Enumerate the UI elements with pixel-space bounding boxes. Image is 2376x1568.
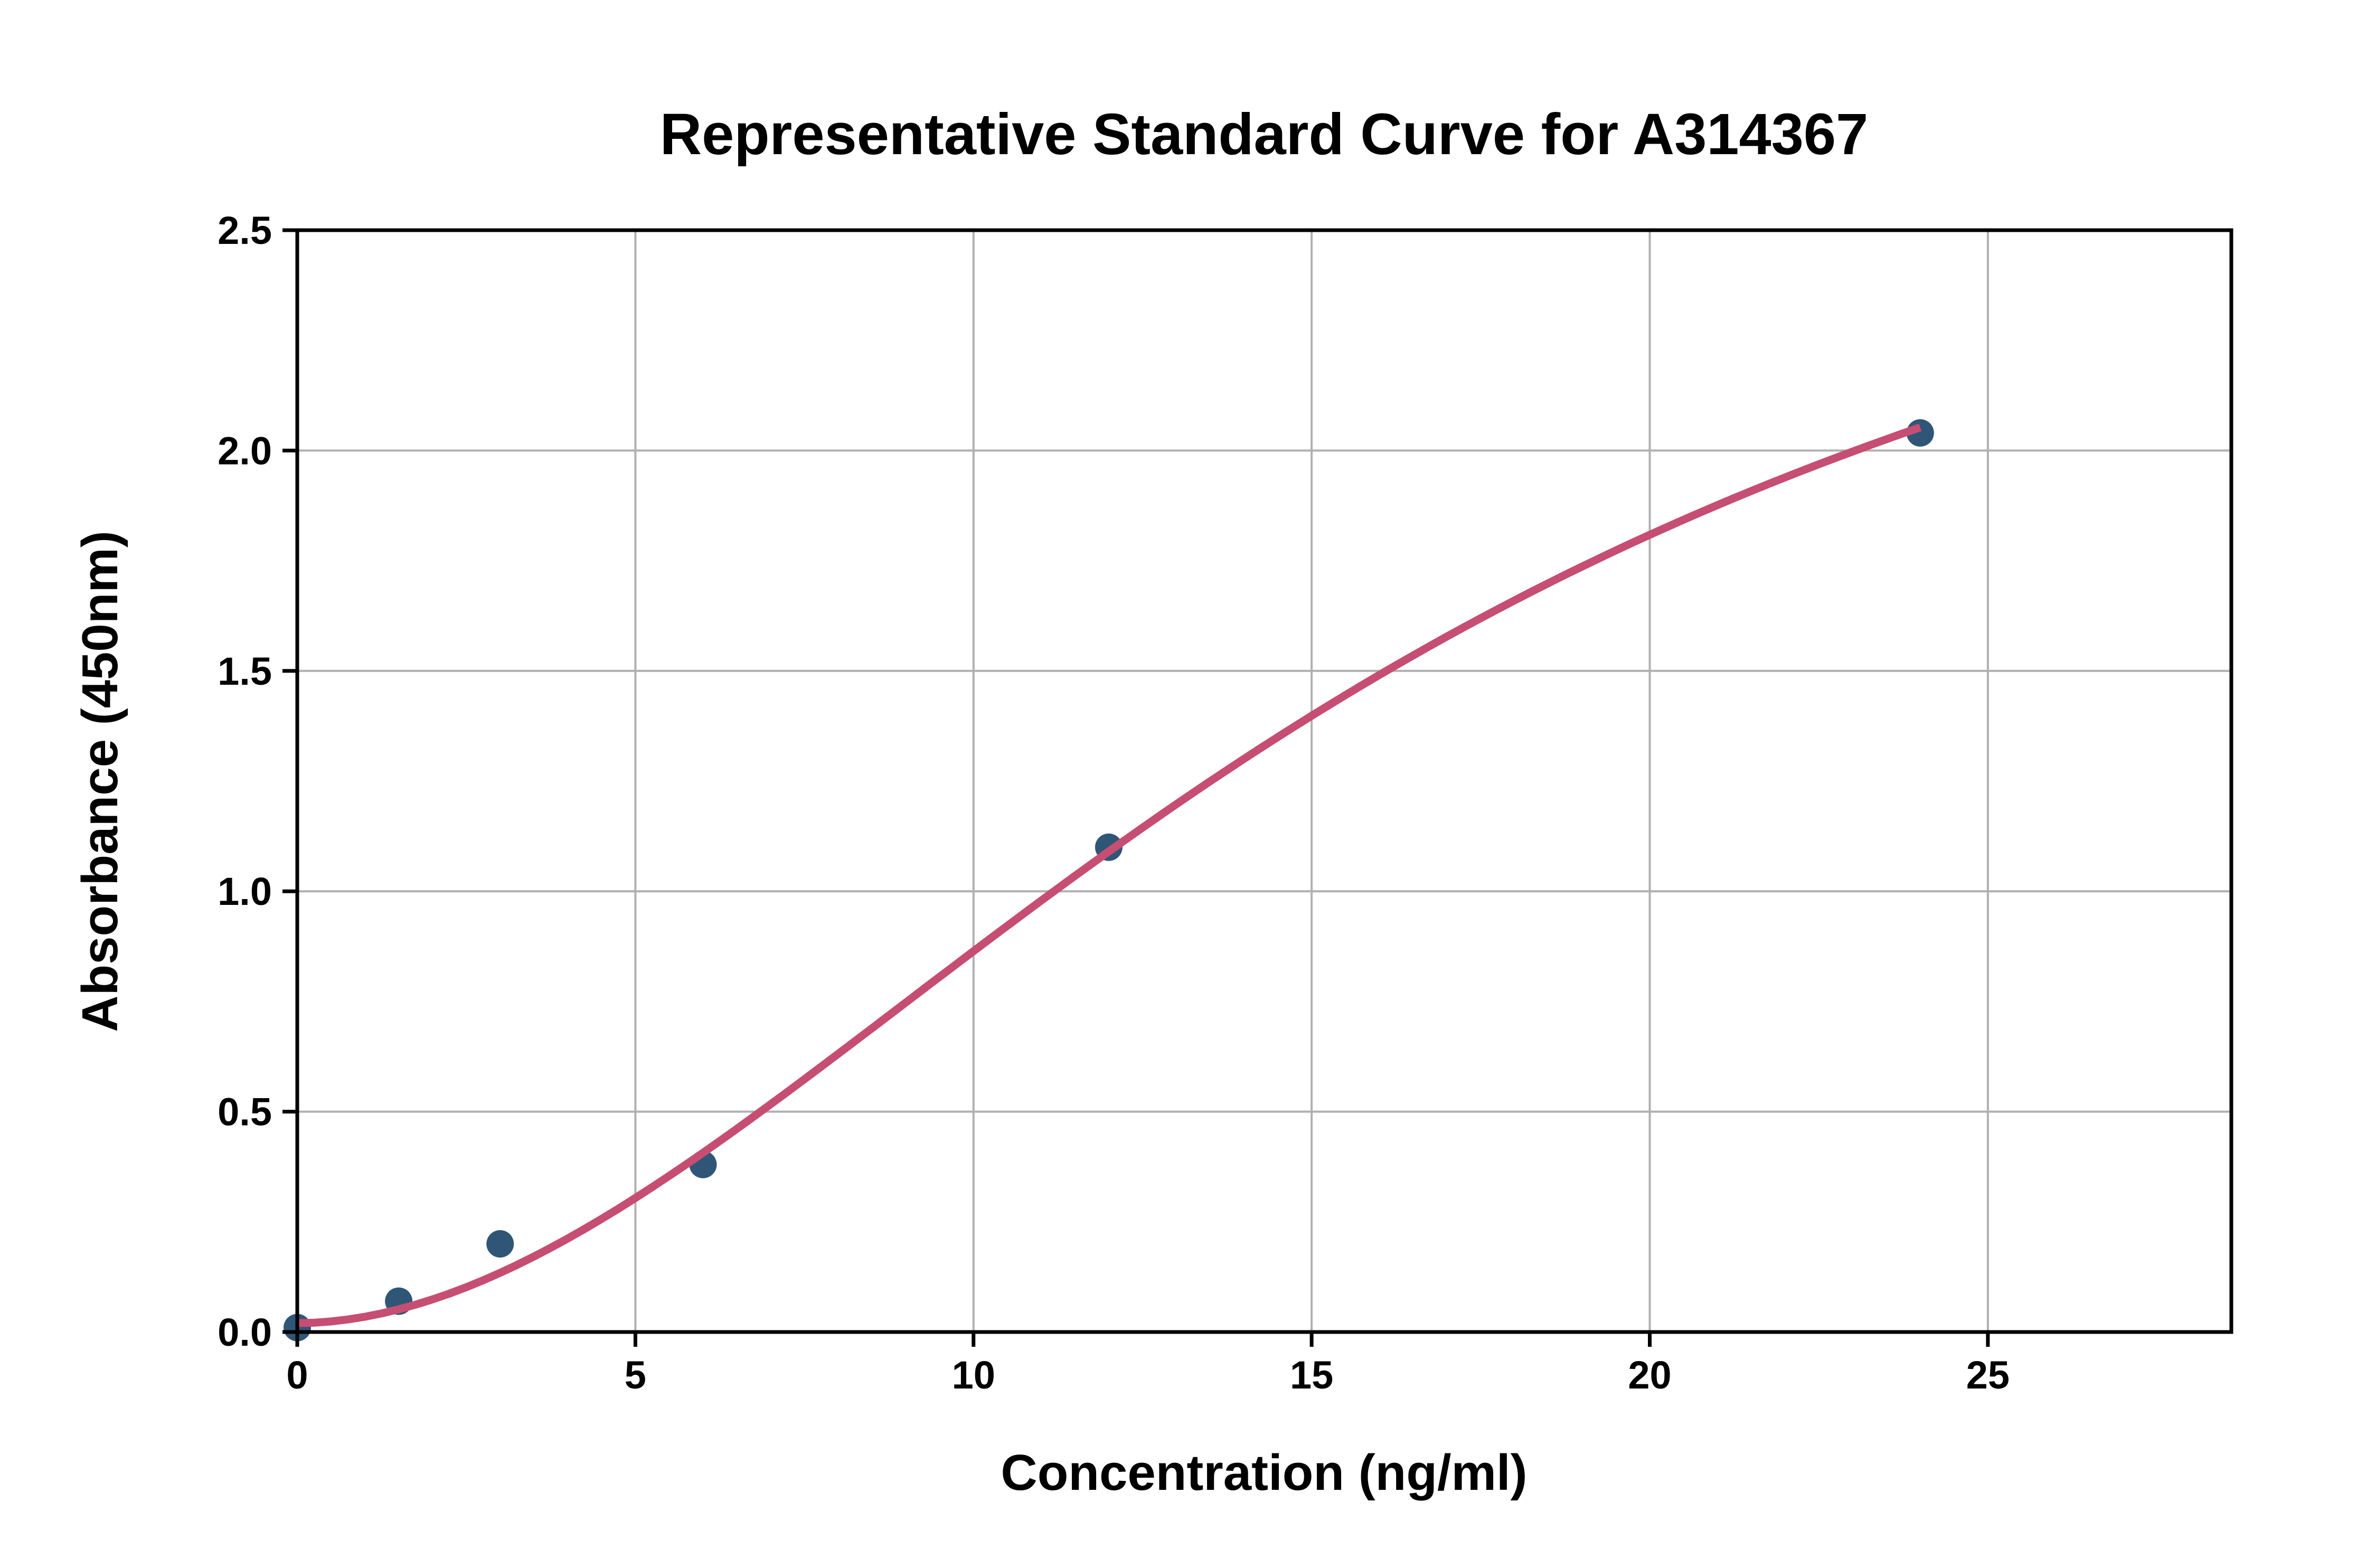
- y-tick-label-2.5: 2.5: [218, 209, 272, 252]
- fit-curve: [297, 423, 1922, 1327]
- y-tick-label-2: 2.0: [218, 429, 272, 473]
- x-tick-label-15: 15: [1290, 1353, 1333, 1397]
- data-point-3: [486, 1230, 514, 1258]
- axis-ticks: [282, 228, 1990, 1347]
- y-tick-label-0.5: 0.5: [218, 1090, 272, 1134]
- x-tick-label-20: 20: [1628, 1353, 1671, 1397]
- x-tick-label-5: 5: [625, 1353, 646, 1397]
- plot-frame: [295, 228, 2233, 1334]
- y-tick-labels: 0.0 0.5 1.0 1.5 2.0 2.5: [218, 209, 272, 1354]
- x-axis-label: Concentration (ng/ml): [1001, 1444, 1527, 1501]
- y-axis-label: Absorbance (450nm): [72, 531, 128, 1032]
- x-tick-label-0: 0: [286, 1353, 308, 1397]
- x-tick-label-10: 10: [952, 1353, 995, 1397]
- 4pl-fit-curve: [297, 423, 1922, 1327]
- y-tick-label-0: 0.0: [218, 1310, 272, 1354]
- x-tick-label-25: 25: [1966, 1353, 2010, 1397]
- plot-spines: [295, 228, 2233, 1334]
- y-tick-label-1: 1.0: [218, 870, 272, 913]
- chart-title: Representative Standard Curve for A31436…: [660, 102, 1869, 167]
- data-points: [284, 419, 1934, 1342]
- grid-lines: [296, 229, 2231, 1333]
- y-tick-label-1.5: 1.5: [218, 649, 272, 693]
- x-tick-labels: 0 5 10 15 20 25: [286, 1353, 2010, 1397]
